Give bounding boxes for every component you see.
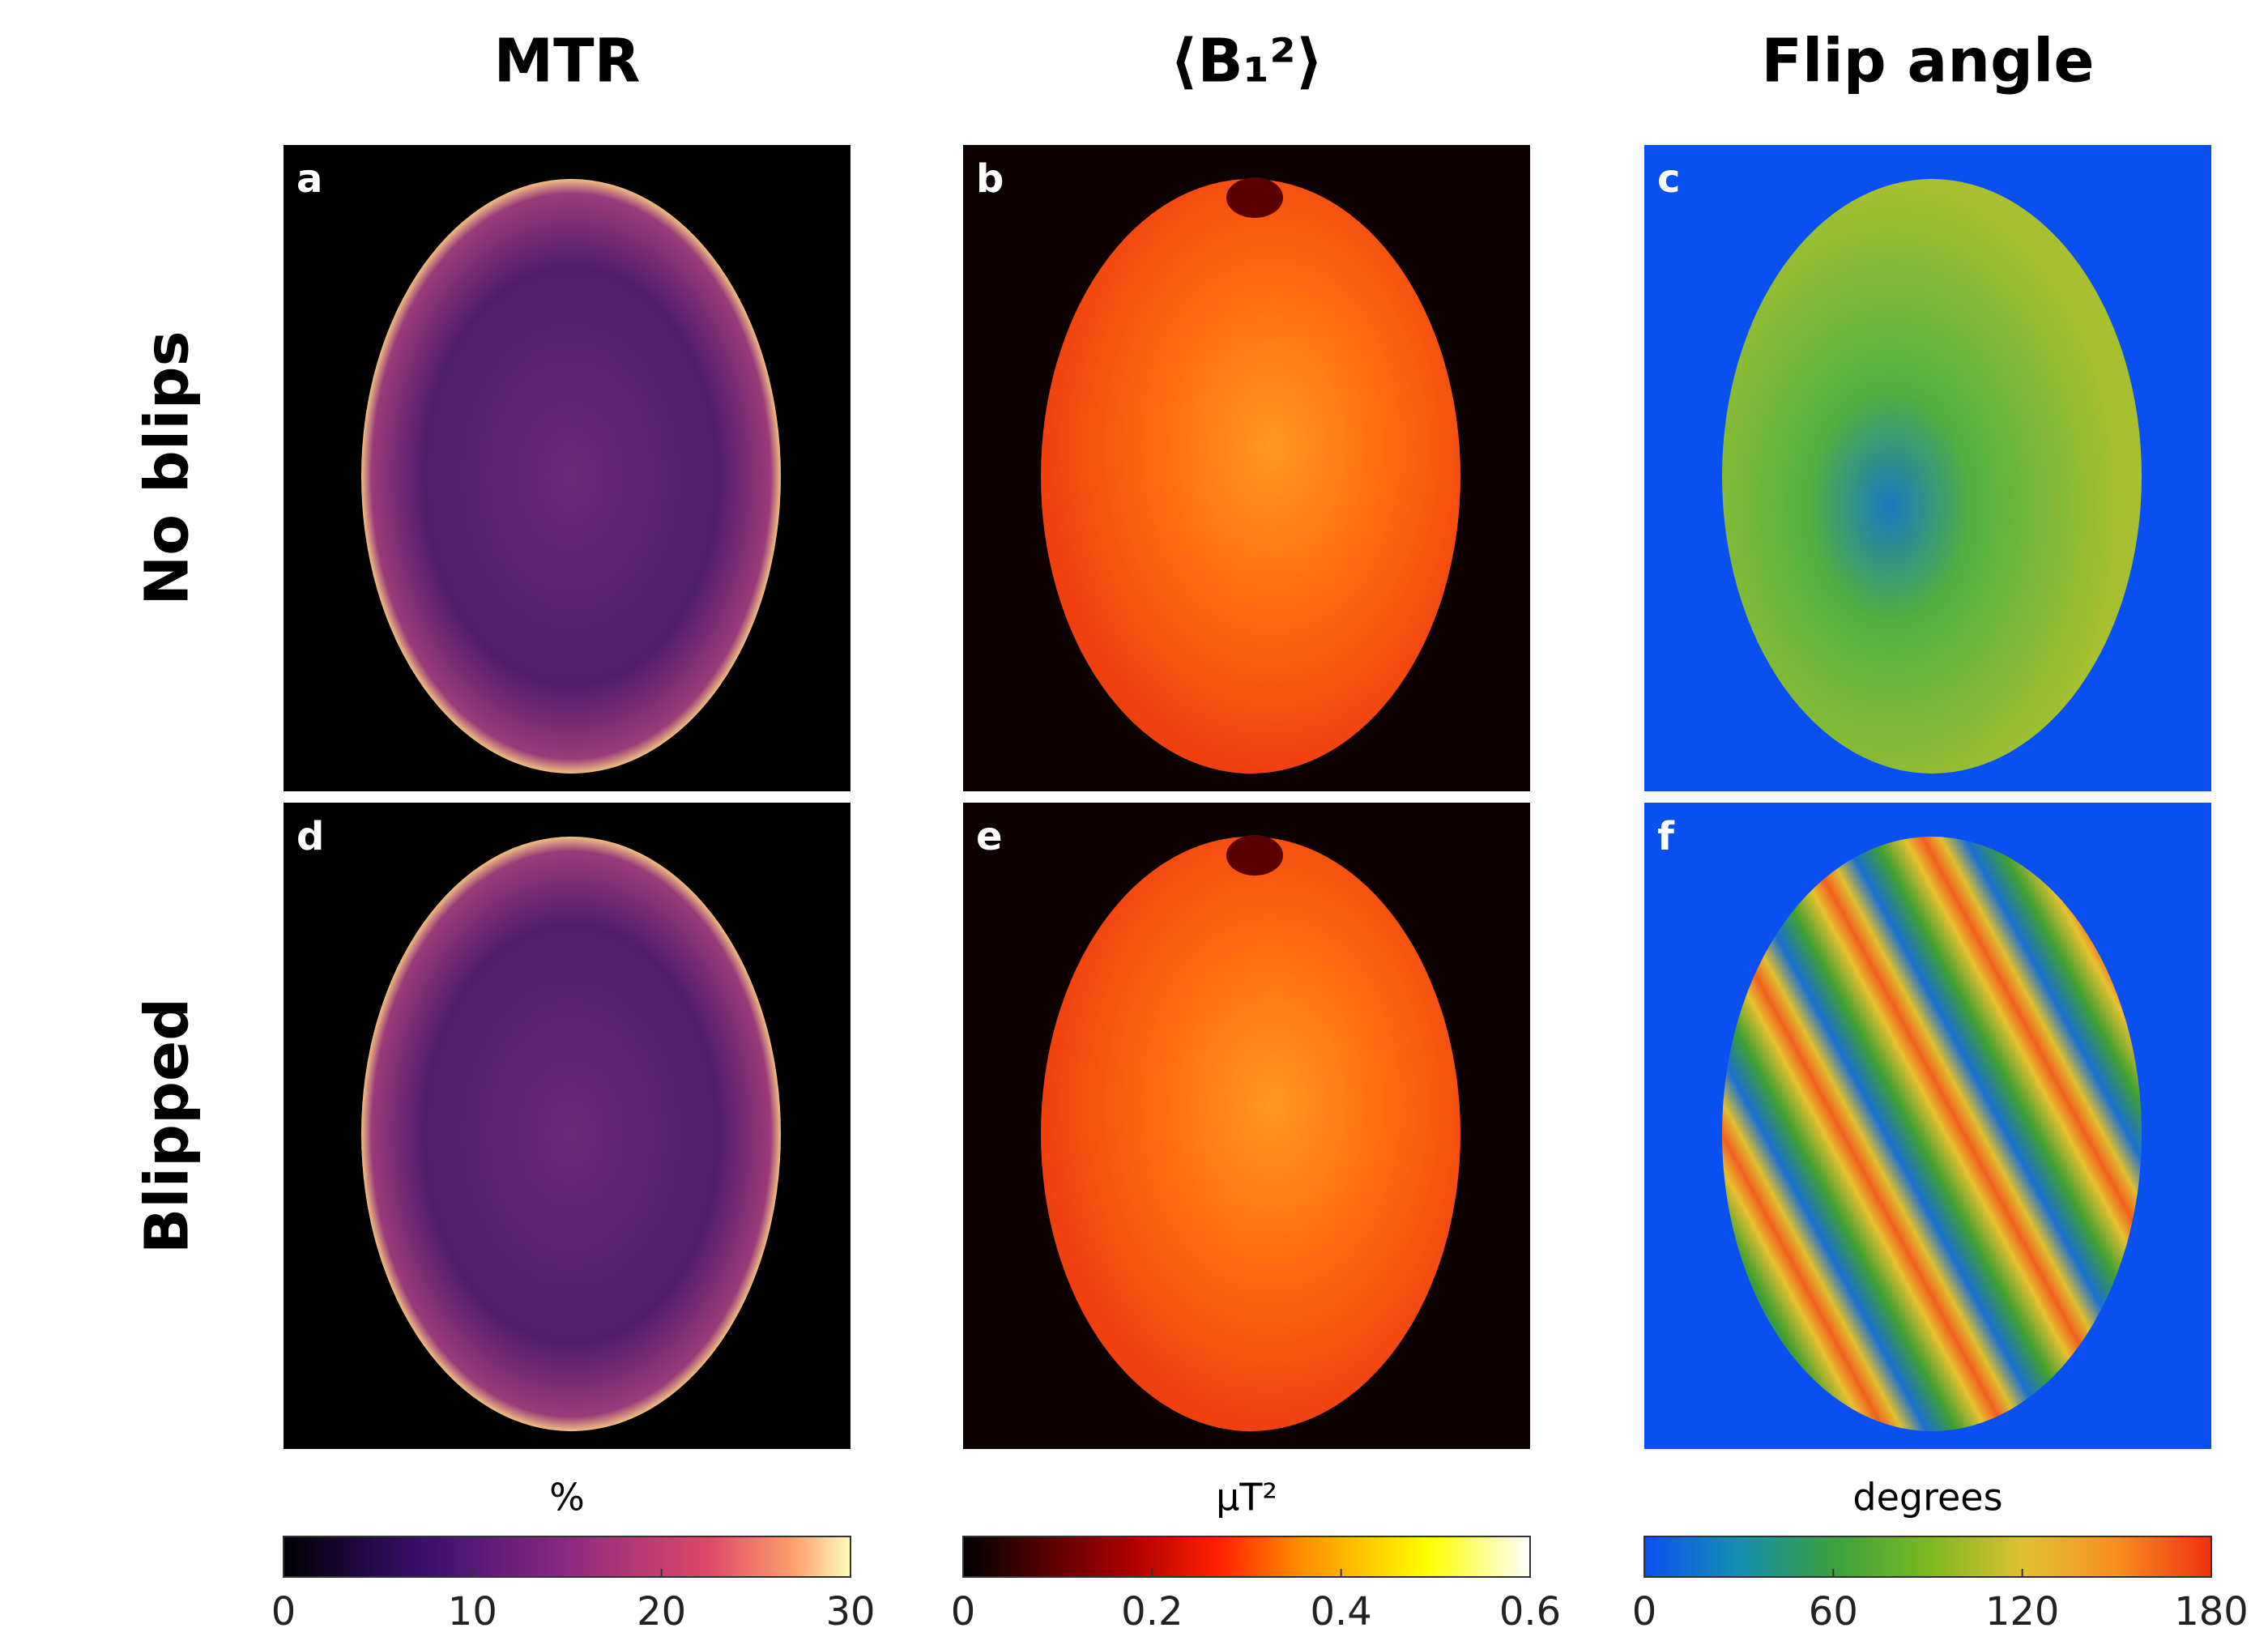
column-title: Flip angle	[1761, 27, 2094, 96]
colorbar	[1643, 1536, 2212, 1578]
tick-label: 0.4	[1310, 1589, 1371, 1634]
tick-label: 20	[637, 1589, 686, 1634]
tick-label: 0	[1632, 1589, 1657, 1634]
row-label: No blips	[133, 330, 202, 605]
panel-letter: d	[296, 814, 324, 859]
colorbar	[962, 1536, 1531, 1578]
brain	[1041, 836, 1460, 1432]
tick-label: 0.2	[1121, 1589, 1183, 1634]
column-title: ⟨B₁²⟩	[1170, 27, 1324, 96]
tick-label: 30	[825, 1589, 875, 1634]
tick-label: 60	[1809, 1589, 1858, 1634]
hotspot	[1226, 835, 1283, 876]
row-label: Blipped	[133, 998, 202, 1254]
brain	[361, 178, 781, 774]
brain	[1722, 178, 2142, 774]
colorbar-label: degrees	[1852, 1476, 2002, 1519]
tick-label: 180	[2174, 1589, 2249, 1634]
hotspot	[1226, 177, 1283, 218]
tick-label: 10	[448, 1589, 497, 1634]
column-title: MTR	[493, 27, 640, 96]
colorbar	[283, 1536, 851, 1578]
tick-label: 0	[271, 1589, 296, 1634]
panel-letter: f	[1657, 814, 1675, 859]
tick-label: 120	[1985, 1589, 2060, 1634]
tick-label: 0	[951, 1589, 976, 1634]
brain	[361, 836, 781, 1432]
brain	[1722, 836, 2142, 1432]
colorbar-label: %	[549, 1476, 585, 1519]
panel-letter: a	[296, 156, 322, 202]
panel-letter: c	[1657, 156, 1680, 202]
colorbar-label: μT²	[1216, 1476, 1277, 1519]
brain	[1041, 178, 1460, 774]
panel-letter: b	[976, 156, 1004, 202]
panel-letter: e	[976, 814, 1003, 859]
tick-label: 0.6	[1499, 1589, 1561, 1634]
